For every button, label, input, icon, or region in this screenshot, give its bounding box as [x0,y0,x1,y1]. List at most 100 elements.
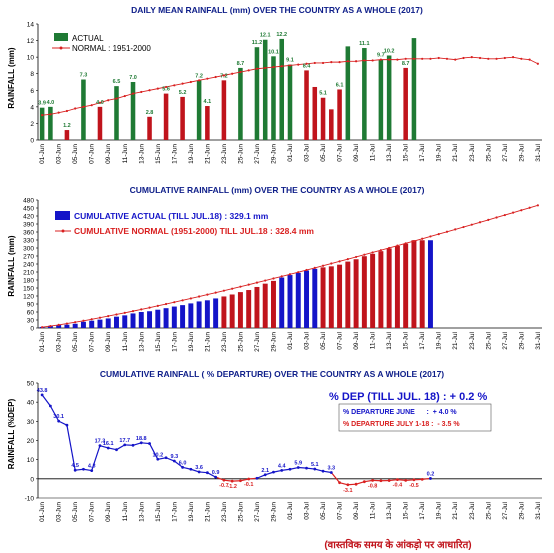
chart2-normal-point-47 [429,235,432,238]
chart3-xtick-label-0: 01-Jun [39,502,46,522]
chart1-normal-point-2 [57,111,60,114]
chart1-normal-point-1 [49,113,52,116]
chart2-ytick-label-10: 300 [23,246,34,253]
chart2-normal-point-48 [437,233,440,236]
chart1-normal-point-5 [82,105,85,108]
chart3-xtick-label-7: 15-Jun [155,502,162,522]
chart3-segment-16 [173,460,183,468]
chart1-normal-point-9 [115,97,118,100]
chart3-xtick-label-12: 25-Jun [237,502,244,522]
chart3-xtick-label-24: 19-Jul [436,501,443,519]
chart1-legend-actual-swatch [54,33,68,41]
chart3-point-8 [106,446,110,450]
chart2-bar-40 [370,253,376,328]
chart1-normal-point-22 [222,74,226,77]
chart1-data-label-30: 9.1 [286,58,294,64]
chart2-bar-28 [270,280,276,328]
chart1-data-label-20: 4.1 [204,99,212,105]
chart3-point-32 [305,466,308,470]
chart2-normal-point-23 [231,287,234,290]
chart2-xtick-label-18: 07-Jul [337,331,344,349]
chart3-data-label-45: -0.5 [409,483,418,489]
chart2-xtick-label-24: 19-Jul [436,331,443,349]
chart3-point-18 [189,467,193,471]
chart3-ytick-label-1: 0 [30,476,34,483]
chart3-xtick-label-3: 07-Jun [89,502,96,522]
chart1-bar-36 [337,89,342,140]
chart2-xtick-label-15: 01-Jul [287,331,294,349]
chart3-data-label-23: -1.2 [227,484,236,490]
chart2-legend-normal-marker [61,229,65,233]
chart2-normal-point-6 [90,318,93,321]
chart1-normal-point-46 [421,57,424,60]
chart2-xtick-label-8: 17-Jun [171,332,178,352]
chart3-point-46 [420,478,424,481]
chart2-bar-7 [97,319,103,328]
chart2-ytick-label-14: 420 [23,214,34,221]
chart2-normal-point-46 [421,237,424,240]
chart1-bar-42 [386,55,392,140]
chart1-normal-point-54 [487,57,490,60]
chart1-normal-point-14 [156,87,159,90]
chart3-point-37 [346,483,350,487]
chart1-ytick-label-6: 12 [27,38,35,45]
chart2-normal-point-10 [123,311,126,314]
chart2-bar-13 [147,311,153,328]
chart1-normal-point-20 [206,77,209,80]
chart2-normal-point-7 [98,316,102,319]
chart2-normal-point-8 [107,315,110,318]
chart3-data-label-7: 17.3 [95,439,106,445]
chart2-legend-actual-swatch [55,211,70,220]
chart2-ytick-label-13: 390 [23,222,34,229]
chart3-data-label-12: 18.8 [136,436,147,442]
chart3-ytick-label-6: 50 [27,381,35,388]
chart2-xtick-label-2: 05-Jun [72,332,79,352]
chart2-xtick-label-4: 09-Jun [105,332,112,352]
chart1-data-label-42: 10.2 [384,48,395,54]
chart1-xtick-label-1: 03-Jun [56,144,63,164]
chart3-segment-1 [49,405,60,422]
chart3-xtick-label-20: 11-Jul [370,501,377,519]
chart3-xtick-label-8: 17-Jun [171,502,178,522]
chart2-normal-point-29 [280,275,283,278]
chart1-legend-normal: NORMAL : 1951-2000 [72,44,151,53]
chart1-normal-point-33 [313,61,316,65]
chart3-data-label-10: 17.7 [119,438,130,444]
chart1-ytick-label-0: 0 [30,138,34,145]
chart3-segment-7 [99,445,109,449]
chart1-normal-point-7 [98,101,102,104]
chart1-normal-point-34 [321,61,325,65]
chart3-point-5 [82,467,85,471]
chart1-xtick-label-9: 19-Jun [188,144,195,164]
chart3-xtick-label-18: 07-Jul [337,501,344,519]
chart2-xtick-label-9: 19-Jun [188,332,195,352]
chart1-legend-actual: ACTUAL [72,34,104,43]
chart3-xtick-label-13: 27-Jun [254,502,261,522]
chart2-bar-4 [72,323,78,328]
chart3-segment-0 [41,394,51,407]
chart1-bar-20 [205,106,210,140]
chart1-xtick-label-23: 17-Jul [419,143,426,161]
chart3-point-41 [379,479,383,483]
chart1-xtick-label-19: 09-Jul [353,143,360,161]
chart2-xtick-label-11: 23-Jun [221,332,228,352]
chart3-point-13 [148,442,151,445]
chart1-normal-point-26 [255,67,259,70]
chart2-normal-point-56 [503,213,506,217]
chart1-data-label-39: 11.1 [359,41,369,47]
chart3-xtick-label-28: 27-Jul [502,501,509,519]
chart1-xtick-label-12: 25-Jun [237,144,244,164]
chart2-bar-11 [130,313,136,328]
chart2-normal-point-28 [272,277,275,280]
chart1-bar-35 [329,109,334,140]
chart2-normal-point-0 [41,326,44,329]
chart2-normal-point-55 [495,216,498,219]
chart2-ytick-label-9: 270 [23,254,34,261]
chart1-xtick-label-17: 05-Jul [320,143,327,161]
chart2-ytick-label-16: 480 [23,198,34,205]
chart1-normal-point-16 [173,84,176,87]
chart2-normal-point-4 [74,321,77,324]
chart2-ytick-label-6: 180 [23,278,34,285]
chart2-xtick-label-1: 03-Jun [56,332,63,352]
chart2-normal-point-1 [49,325,52,328]
